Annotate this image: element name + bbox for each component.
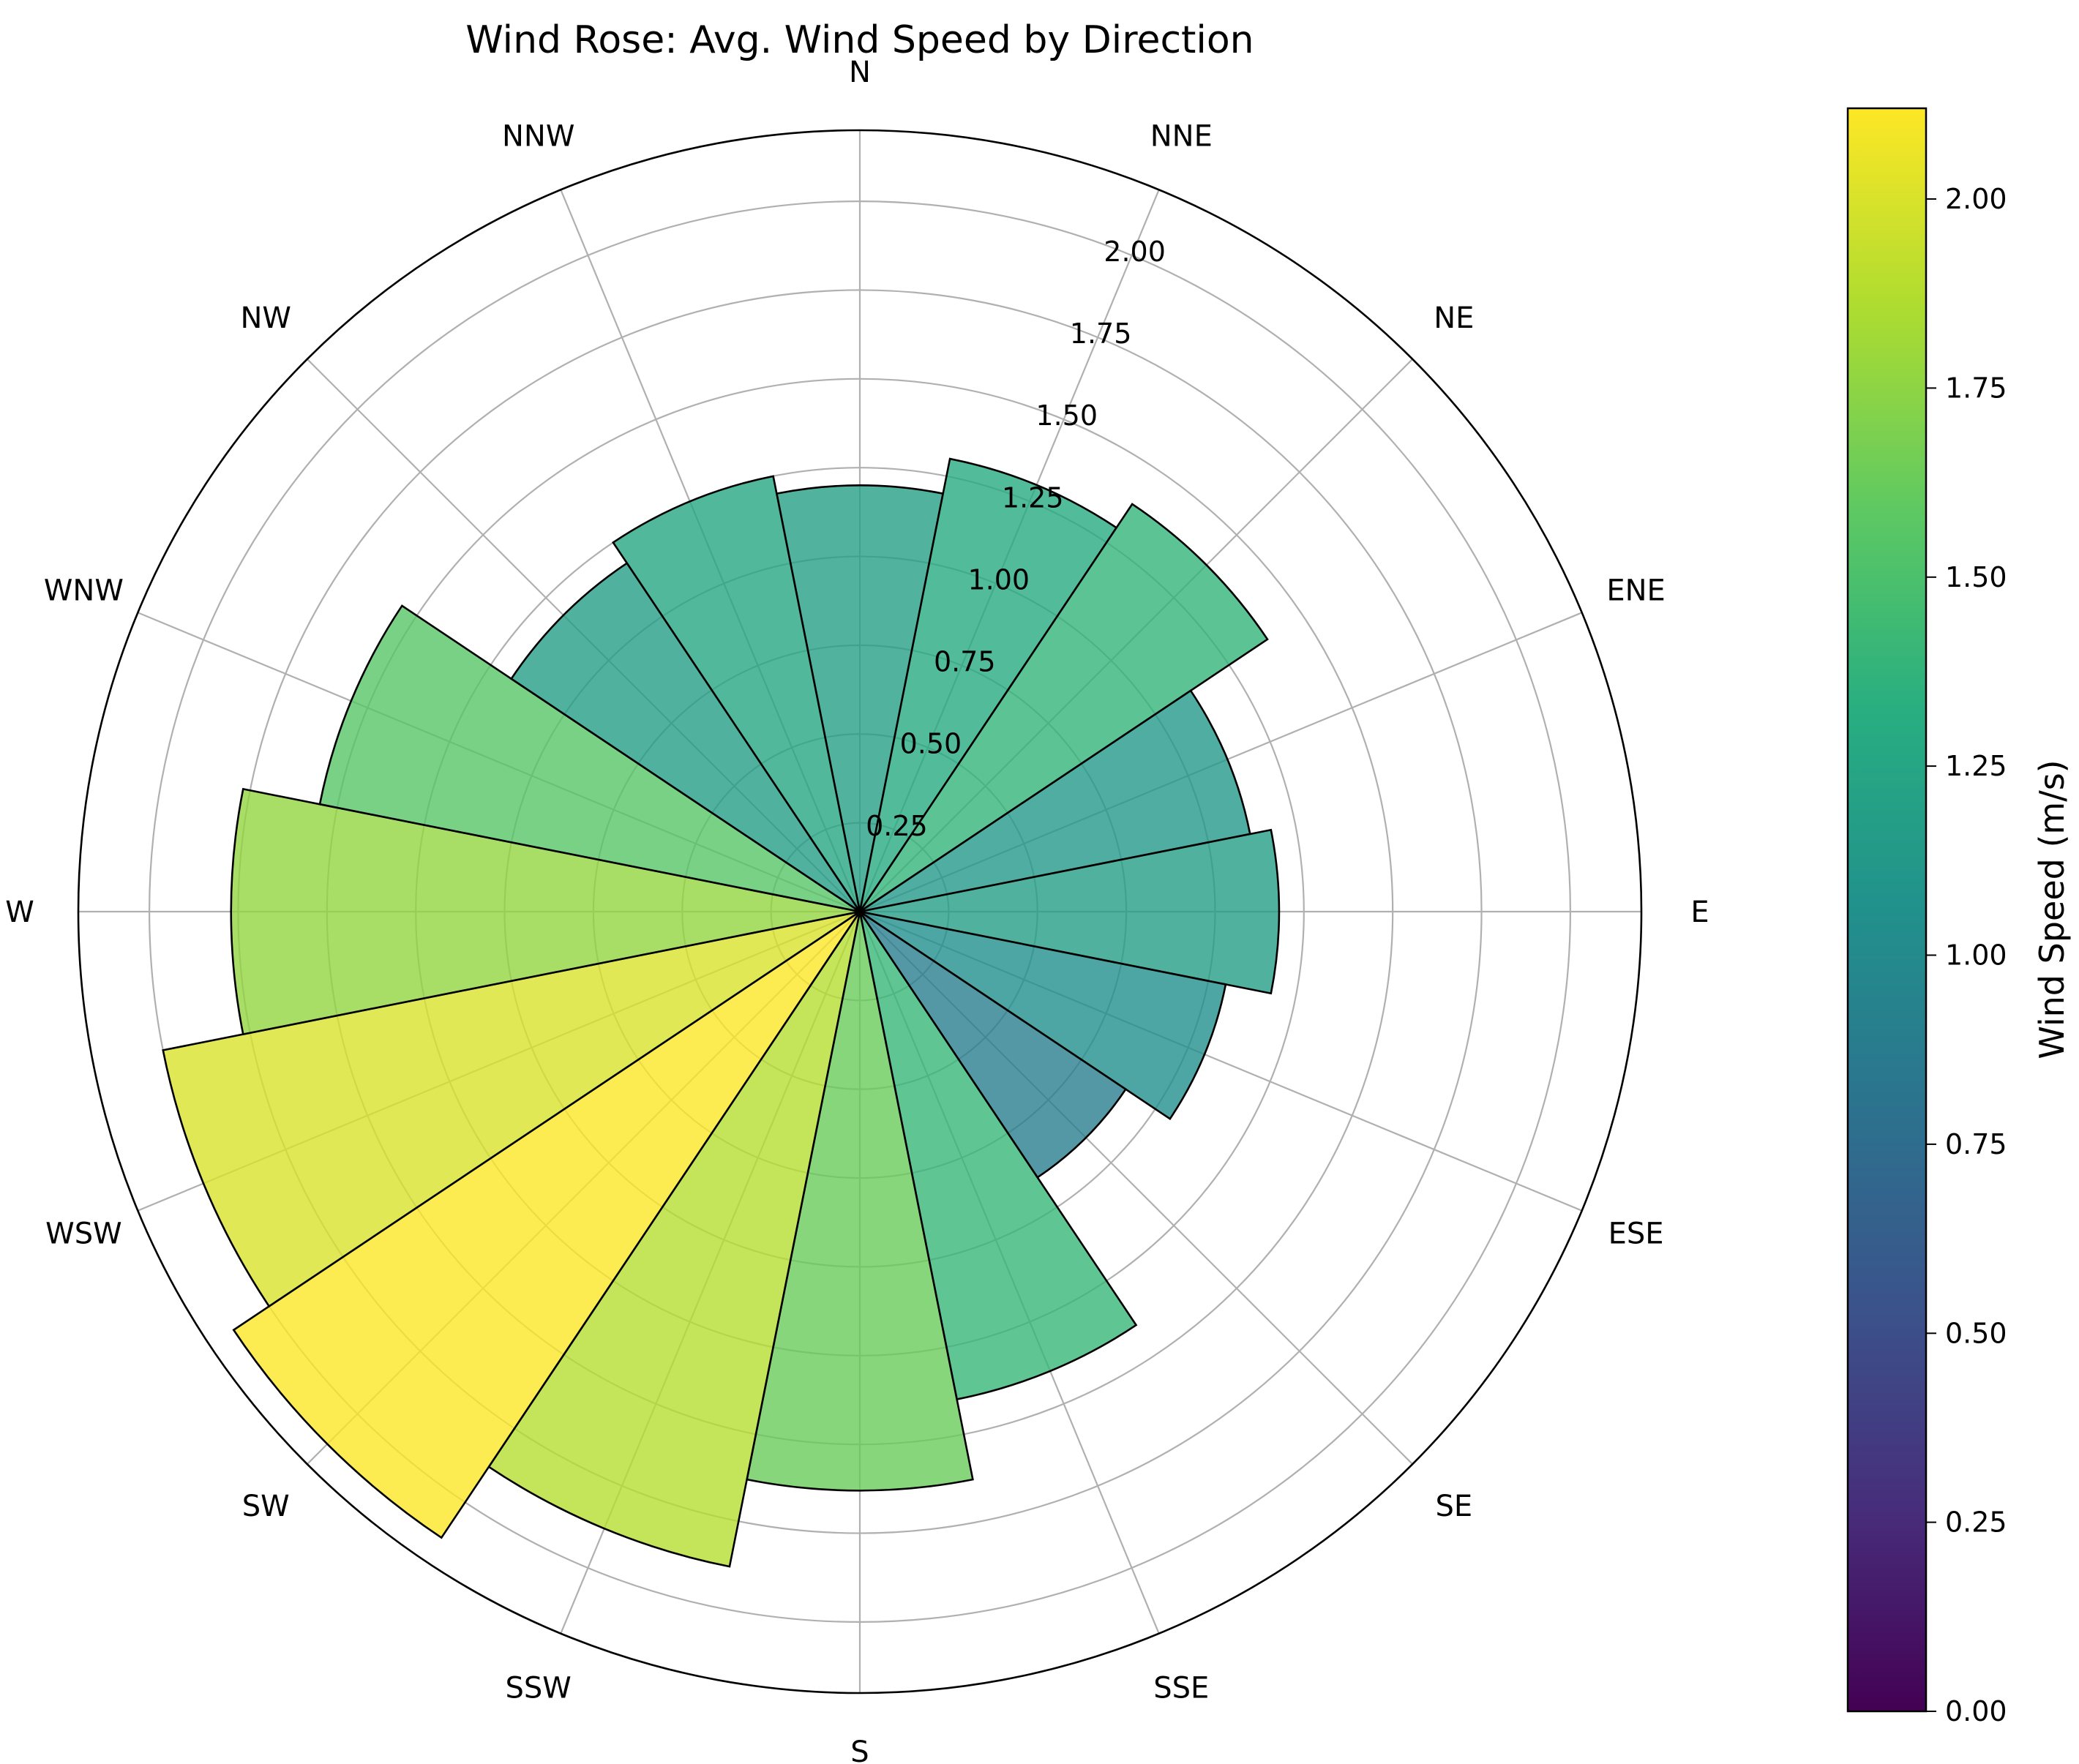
bar-SE: [858, 910, 1128, 1179]
direction-label-ESE: ESE: [1608, 1217, 1664, 1250]
colorbar-tick-label: 0.00: [1945, 1695, 2007, 1727]
bar-SSW: [487, 911, 861, 1568]
colorbar-tick-label: 1.50: [1945, 561, 2007, 593]
direction-label-NE: NE: [1434, 301, 1474, 335]
bar-NW: [509, 561, 861, 913]
colorbar-tick-label: 0.25: [1945, 1506, 2007, 1539]
direction-label-N: N: [849, 56, 871, 89]
colorbar-tick-label: 1.00: [1945, 939, 2007, 972]
colorbar-tick-label: 0.75: [1945, 1128, 2007, 1160]
bar-NNE: [858, 457, 1118, 912]
colorbar: 0.00 0.25 0.50 0.75 1.00 1.25 1.50 1.75 2.00 Win…: [1846, 107, 2072, 1727]
direction-label-SW: SW: [242, 1490, 290, 1523]
polar-frame: [77, 129, 1643, 1694]
direction-label-SSE: SSE: [1153, 1672, 1209, 1705]
direction-label-ENE: ENE: [1606, 574, 1665, 608]
direction-label-WNW: WNW: [44, 574, 124, 608]
radial-tick-label: 1.50: [1035, 399, 1098, 432]
bar-ENE: [859, 689, 1251, 913]
direction-label-S: S: [850, 1735, 869, 1764]
colorbar-tick-label: 2.00: [1945, 183, 2007, 215]
direction-label-W: W: [5, 896, 34, 929]
colorbar-gradient: [1846, 107, 1928, 1713]
bar-W: [230, 787, 861, 1036]
direction-label-NNW: NNW: [502, 119, 574, 153]
colorbar-tick-label: 1.25: [1945, 750, 2007, 782]
radial-tick-label: 1.25: [1002, 481, 1064, 514]
direction-label-SSW: SSW: [506, 1672, 572, 1705]
radial-tick-label: 2.00: [1104, 236, 1166, 268]
radial-tick-label: 0.75: [934, 646, 996, 678]
direction-label-NW: NW: [240, 301, 291, 335]
wind-bars: [162, 457, 1281, 1568]
colorbar-label: Wind Speed (m/s): [2032, 759, 2072, 1059]
colorbar-tick-label: 0.50: [1945, 1317, 2007, 1349]
bar-NE: [858, 503, 1269, 913]
radial-tick-labels: 0.25 0.50 0.75 1.00 1.25 1.50 1.75 2.00: [866, 236, 1166, 842]
bar-E: [859, 828, 1281, 995]
bar-SW: [232, 910, 861, 1539]
direction-labels: N NNE NE ENE E ESE SE SSE S SSW SW WSW W WNW NW NNW: [5, 56, 1709, 1764]
direction-label-SE: SE: [1435, 1490, 1472, 1523]
bar-S: [746, 911, 974, 1492]
direction-label-NNE: NNE: [1150, 119, 1213, 153]
colorbar-ticks: 0.00 0.25 0.50 0.75 1.00 1.25 1.50 1.75 2.00: [1926, 183, 2007, 1727]
bar-NNW: [612, 475, 861, 912]
bar-N: [775, 484, 945, 912]
chart-title: Wind Rose: Avg. Wind Speed by Direction: [465, 18, 1254, 62]
direction-label-E: E: [1690, 896, 1709, 929]
bar-WSW: [162, 910, 861, 1308]
radial-tick-label: 0.50: [900, 728, 962, 760]
direction-label-WSW: WSW: [45, 1217, 122, 1250]
bar-WNW: [318, 604, 861, 913]
bar-ESE: [859, 910, 1227, 1120]
radial-tick-label: 1.00: [967, 564, 1030, 596]
bar-SSE: [858, 911, 1138, 1401]
polar-plot-area: 0.25 0.50 0.75 1.00 1.25 1.50 1.75 2.00 N NNE NE E…: [5, 56, 1709, 1764]
radial-tick-label: 0.25: [866, 810, 928, 842]
colorbar-tick-label: 1.75: [1945, 372, 2007, 404]
radial-tick-label: 1.75: [1070, 318, 1132, 350]
